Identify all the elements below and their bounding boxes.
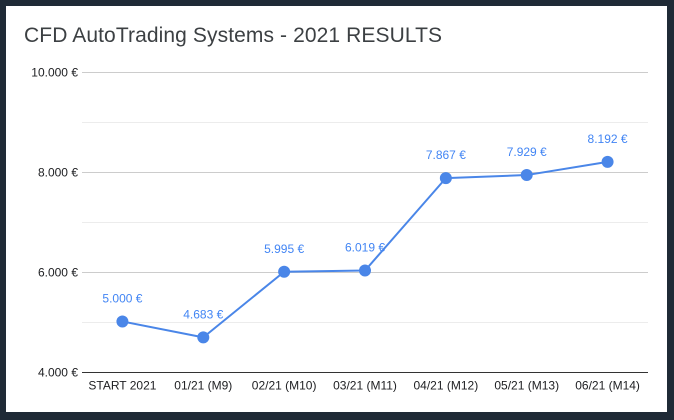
x-tick-label: 04/21 (M12): [414, 379, 479, 393]
x-tick-label: 01/21 (M9): [174, 379, 232, 393]
y-tick-label: 8.000 €: [38, 166, 78, 180]
data-label: 7.929 €: [507, 145, 547, 159]
x-tick-label: 03/21 (M11): [333, 379, 397, 393]
data-label: 5.995 €: [264, 242, 304, 256]
data-point: [359, 264, 371, 277]
data-point: [520, 169, 533, 182]
data-label: 8.192 €: [588, 132, 628, 146]
data-point: [278, 265, 291, 278]
x-tick-label: 05/21 (M13): [494, 379, 559, 393]
x-tick-label: 06/21 (M14): [575, 379, 640, 393]
data-label: 5.000 €: [102, 292, 142, 306]
chart-title: CFD AutoTrading Systems - 2021 RESULTS: [24, 24, 443, 47]
data-point: [116, 315, 129, 328]
data-point: [439, 172, 452, 185]
y-tick-label: 10.000 €: [31, 66, 78, 80]
y-tick-label: 4.000 €: [38, 366, 78, 380]
data-label: 4.683 €: [183, 307, 223, 321]
x-tick-label: 02/21 (M10): [252, 379, 317, 393]
data-label: 7.867 €: [426, 148, 466, 162]
data-label: 6.019 €: [345, 241, 385, 255]
data-point: [601, 155, 614, 168]
line-chart: 4.000 € 6.000 € 8.000 € 10.000 € START 2021 0…: [31, 66, 648, 393]
data-point: [197, 331, 210, 344]
x-tick-label: START 2021: [88, 379, 156, 393]
chart-frame: CFD AutoTrading Systems - 2021 RESULTS 4…: [6, 6, 667, 412]
y-tick-label: 6.000 €: [38, 266, 78, 280]
